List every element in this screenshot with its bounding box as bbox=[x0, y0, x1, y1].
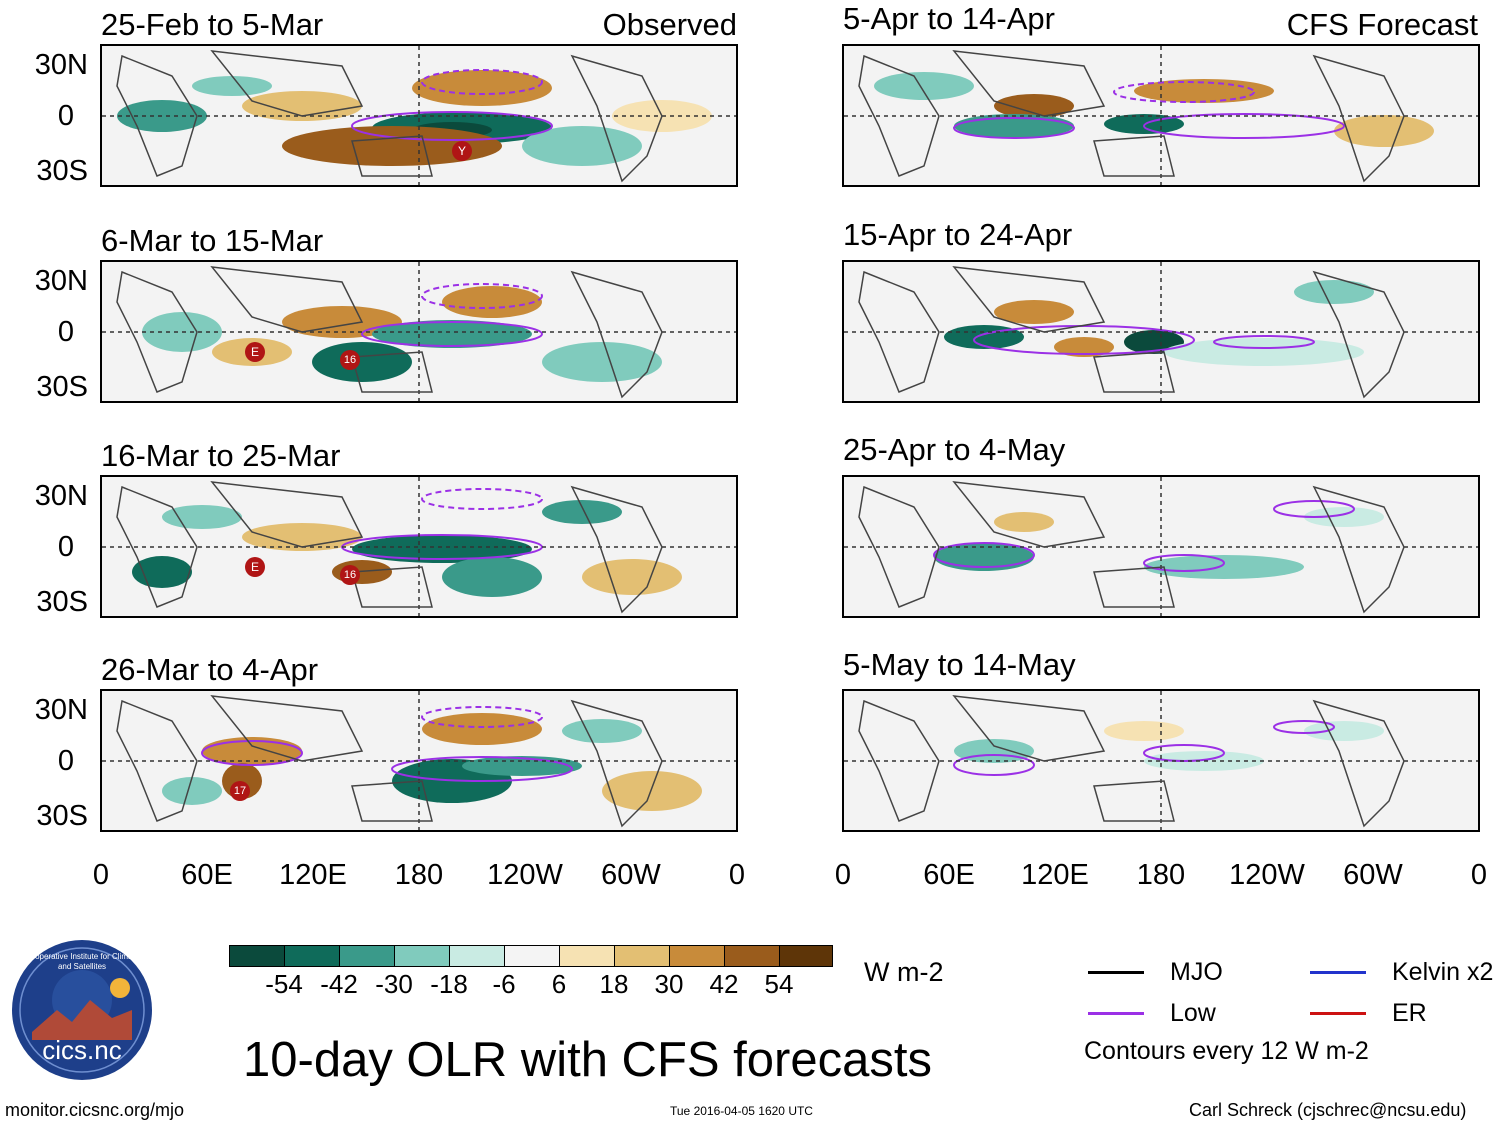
lon-label: 60W bbox=[601, 859, 661, 891]
forecast-panel-2-title: 15-Apr to 24-Apr bbox=[843, 217, 1073, 252]
colorbar-label: -18 bbox=[430, 969, 468, 999]
main-title: 10-day OLR with CFS forecasts bbox=[243, 1033, 932, 1087]
forecast-panel-3-title: 25-Apr to 4-May bbox=[843, 432, 1066, 467]
lat-label-30n: 30N bbox=[34, 694, 88, 726]
colorbar-label: 18 bbox=[599, 969, 629, 999]
colorbar-label: 54 bbox=[764, 969, 794, 999]
storm-marker: Y bbox=[452, 141, 472, 161]
legend-low-label: Low bbox=[1170, 999, 1216, 1027]
footer-author: Carl Schreck (cjschrec@ncsu.edu) bbox=[1189, 1100, 1467, 1120]
lon-label: 0 bbox=[92, 859, 110, 891]
colorbar-swatch bbox=[449, 945, 505, 967]
lat-label-eq: 0 bbox=[57, 531, 74, 563]
observed-panel-3-map: E 16 bbox=[100, 475, 738, 618]
colorbar-label: -42 bbox=[320, 969, 358, 999]
colorbar-label: -54 bbox=[265, 969, 303, 999]
contours-note: Contours every 12 W m-2 bbox=[1084, 1037, 1369, 1065]
lon-label: 120W bbox=[1229, 859, 1305, 891]
colorbar-swatch bbox=[284, 945, 340, 967]
observed-panel-2-map: E 16 bbox=[100, 260, 738, 403]
storm-marker: E bbox=[245, 557, 265, 577]
colorbar-label: -6 bbox=[492, 969, 516, 999]
observed-panel-1-title: 25-Feb to 5-Mar bbox=[101, 7, 324, 42]
cics-logo: Cooperative Institute for Climate and Sa… bbox=[12, 940, 152, 1080]
colorbar-label: 30 bbox=[654, 969, 684, 999]
forecast-panel-4-title: 5-May to 14-May bbox=[843, 647, 1076, 682]
legend-kelvin-label: Kelvin x2 bbox=[1392, 958, 1494, 986]
colorbar-label: 42 bbox=[709, 969, 739, 999]
storm-marker: 17 bbox=[230, 781, 250, 801]
colorbar-swatch bbox=[669, 945, 725, 967]
lat-label-eq: 0 bbox=[57, 745, 74, 777]
lat-label-30n: 30N bbox=[34, 49, 88, 81]
colorbar-swatch bbox=[394, 945, 450, 967]
logo-ring-text: Cooperative Institute for Climate and Sa… bbox=[24, 952, 140, 971]
storm-marker: 16 bbox=[340, 350, 360, 370]
colorbar-swatch bbox=[614, 945, 670, 967]
lon-label: 180 bbox=[394, 859, 444, 891]
colorbar-swatch bbox=[339, 945, 395, 967]
forecast-panel-3-map bbox=[842, 475, 1480, 618]
forecast-panel-1-title: 5-Apr to 14-Apr bbox=[843, 1, 1055, 36]
colorbar-label: 6 bbox=[551, 969, 567, 999]
observed-panel-4-title: 26-Mar to 4-Apr bbox=[101, 652, 319, 687]
colorbar-label: -30 bbox=[375, 969, 413, 999]
lon-label: 0 bbox=[834, 859, 852, 891]
lat-label-eq: 0 bbox=[57, 316, 74, 348]
observed-panel-3-title: 16-Mar to 25-Mar bbox=[101, 438, 341, 473]
forecast-panel-4-map bbox=[842, 689, 1480, 832]
lon-label: 60W bbox=[1343, 859, 1403, 891]
footer-timestamp: Tue 2016-04-05 1620 UTC bbox=[670, 1104, 813, 1118]
observed-panel-4-map: 17 bbox=[100, 689, 738, 832]
storm-marker: E bbox=[245, 342, 265, 362]
lat-label-30s: 30S bbox=[36, 371, 88, 403]
legend-mjo-label: MJO bbox=[1170, 958, 1223, 986]
observed-panel-2-title: 6-Mar to 15-Mar bbox=[101, 223, 324, 258]
legend-line-mjo bbox=[1088, 971, 1144, 974]
lat-label-30s: 30S bbox=[36, 800, 88, 832]
lat-label-30n: 30N bbox=[34, 480, 88, 512]
lon-label: 180 bbox=[1136, 859, 1186, 891]
lat-label-30s: 30S bbox=[36, 586, 88, 618]
colorbar-unit: W m-2 bbox=[864, 957, 944, 987]
forecast-panel-1-map bbox=[842, 44, 1480, 187]
colorbar-swatch bbox=[504, 945, 560, 967]
forecast-header: CFS Forecast bbox=[1286, 7, 1478, 42]
lon-label: 60E bbox=[923, 859, 975, 891]
logo-text: cics.nc bbox=[42, 1035, 122, 1065]
lon-label: 120E bbox=[1021, 859, 1089, 891]
legend-er-label: ER bbox=[1392, 999, 1427, 1027]
lat-label-30n: 30N bbox=[34, 265, 88, 297]
storm-marker: 16 bbox=[340, 565, 360, 585]
observed-panel-1-map: Y bbox=[100, 44, 738, 187]
legend-line-er bbox=[1310, 1012, 1366, 1015]
lat-label-eq: 0 bbox=[57, 100, 74, 132]
colorbar-swatch bbox=[229, 945, 285, 967]
footer-url: monitor.cicsnc.org/mjo bbox=[5, 1100, 185, 1120]
lon-label: 60E bbox=[181, 859, 233, 891]
legend-line-low bbox=[1088, 1012, 1144, 1015]
observed-header: Observed bbox=[602, 7, 737, 42]
lon-label: 0 bbox=[1470, 859, 1488, 891]
colorbar-swatch bbox=[779, 945, 833, 967]
lat-label-30s: 30S bbox=[36, 155, 88, 187]
legend-line-kelvin bbox=[1310, 971, 1366, 974]
lon-label: 120E bbox=[279, 859, 347, 891]
colorbar-swatch bbox=[724, 945, 780, 967]
lon-label: 0 bbox=[728, 859, 746, 891]
forecast-panel-2-map bbox=[842, 260, 1480, 403]
colorbar-swatch bbox=[559, 945, 615, 967]
lon-label: 120W bbox=[487, 859, 563, 891]
